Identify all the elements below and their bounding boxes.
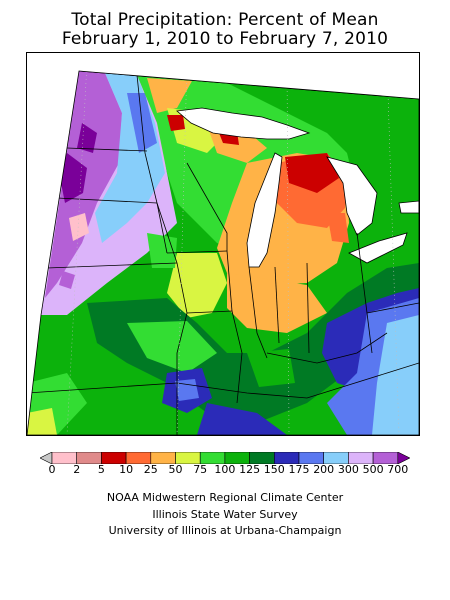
region-700-plus-north [77,123,97,153]
legend-tick-label: 700 [387,463,409,476]
lake-ontario [398,200,419,214]
precipitation-map [26,52,420,436]
legend-tick-label: 150 [263,463,285,476]
credit-isws: Illinois State Water Survey [152,508,298,521]
border-sd-ne [56,197,158,204]
legend-tick-label: 500 [362,463,384,476]
credit-noaa: NOAA Midwestern Regional Climate Center [106,491,344,504]
region-75-100-mo [127,321,217,373]
legend-tick-label: 125 [239,463,261,476]
legend-tick-label: 50 [168,463,183,476]
border-mn-dakotas [136,74,168,254]
region-0-2-small [69,213,89,241]
legend-tick-label: 5 [97,463,105,476]
legend-tick-label: 25 [143,463,158,476]
map-title-line-2: February 1, 2010 to February 7, 2010 [61,29,389,49]
lake-michigan [246,152,283,268]
border-ia-mn [166,250,228,254]
region-100-125-ky [247,349,295,387]
border-il-west [226,250,243,404]
border-ks-ok [27,382,178,394]
border-oh-west [306,262,310,354]
legend-tick-label: 200 [313,463,335,476]
color-legend [40,452,410,464]
region-50-75-central [167,253,227,318]
legend-tick-label: 0 [48,463,56,476]
lake-huron [326,156,378,236]
legend-tick-label: 300 [337,463,359,476]
legend-tick-label: 175 [288,463,310,476]
border-wi-mn [186,162,228,251]
region-5-10-michigan [285,153,339,193]
legend-tick-label: 75 [193,463,208,476]
credit-uiuc: University of Illinois at Urbana-Champai… [108,524,342,537]
region-25-50-nw [147,78,192,113]
border-wv [366,302,419,314]
region-700-plus [59,153,87,203]
map-title-line-1: Total Precipitation: Percent of Mean [71,10,379,30]
region-200-300-east [372,315,419,435]
border-ia-mo [186,310,233,314]
lake-superior [176,107,311,140]
lake-erie [348,232,408,264]
border-il-in [248,266,268,359]
border-ne-ks [46,262,178,269]
legend-high-arrow [397,452,410,464]
domain-outline [27,70,419,435]
region-50-75-sw [27,408,57,435]
legend-tick-label: 100 [214,463,236,476]
region-5-10-nw [167,115,185,131]
border-nd-sd [66,147,148,152]
legend-tick-label: 2 [73,463,81,476]
region-175-200-sw [175,379,199,401]
region-500-700-small [59,271,75,289]
border-ky-tn [176,362,419,399]
region-10-25-east [327,213,349,243]
legend-tick-label: 10 [119,463,134,476]
precipitation-map-svg [27,53,419,435]
border-in-oh [274,266,280,344]
border-ohio-river [266,332,388,364]
region-150-175-tn [197,403,287,435]
map-mask [27,53,419,435]
